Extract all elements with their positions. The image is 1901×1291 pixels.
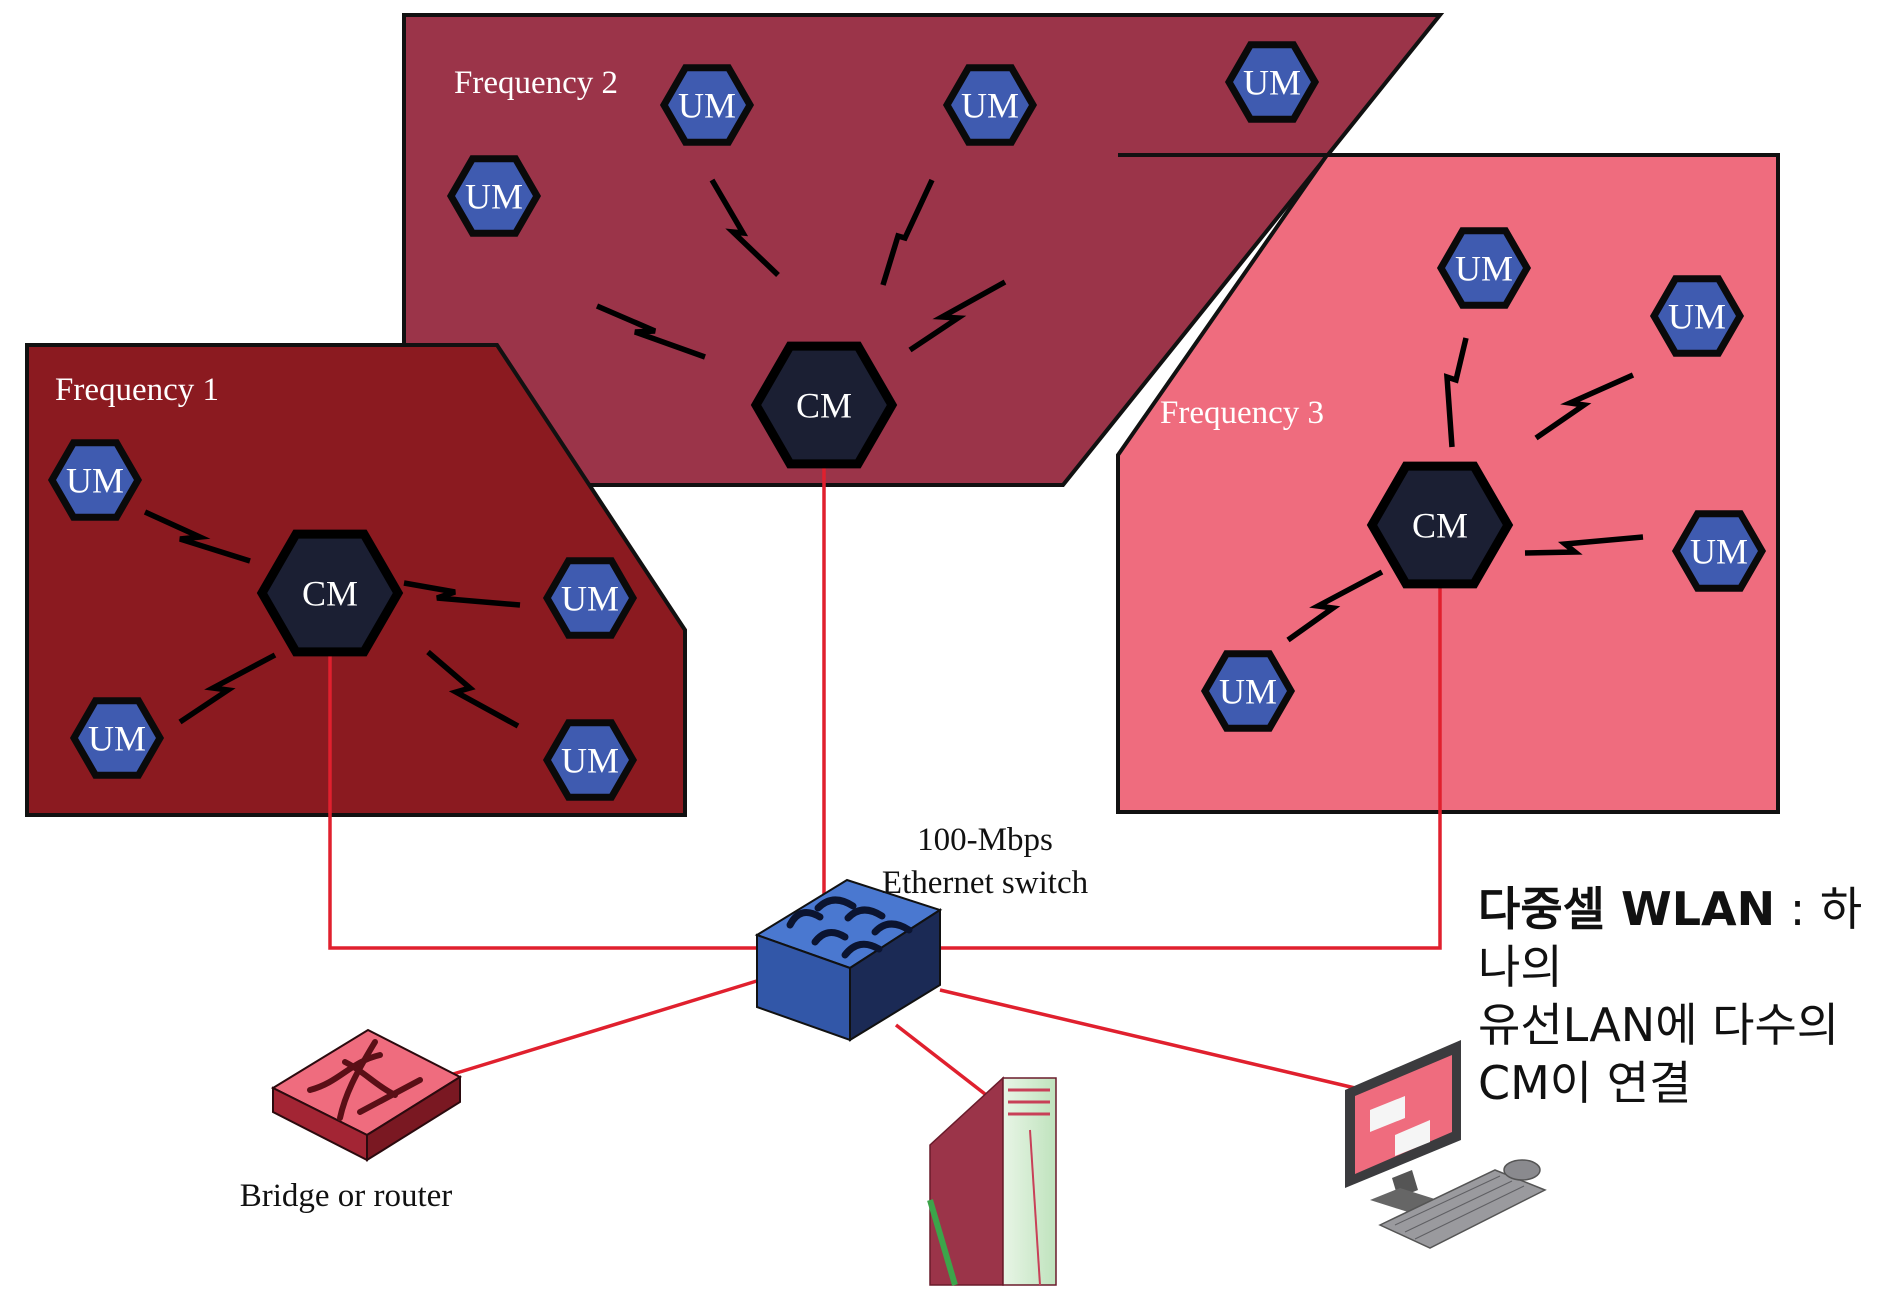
wireless-links bbox=[143, 178, 1644, 729]
um-node-label: UM bbox=[678, 86, 736, 126]
um-node-shape bbox=[942, 64, 1038, 146]
caption: 다중셀 WLAN : 하나의 유선LAN에 다수의 CM이 연결 bbox=[1478, 880, 1898, 1112]
um-node-shape bbox=[1224, 41, 1320, 123]
zone-frequency-2 bbox=[402, 13, 1445, 487]
caption-separator: : bbox=[1775, 882, 1820, 936]
link-cm3-switch bbox=[912, 585, 1442, 950]
um-node-label: UM bbox=[561, 741, 619, 781]
um-node-label: UM bbox=[1690, 532, 1748, 572]
zone-label-frequency-2: Frequency 2 bbox=[454, 65, 618, 101]
um-node-label: UM bbox=[1243, 63, 1301, 103]
wireless-link bbox=[1443, 337, 1469, 448]
um-node-label: UM bbox=[961, 86, 1019, 126]
um-node: UM bbox=[446, 155, 542, 237]
wireless-link bbox=[1524, 534, 1644, 556]
um-node-shape bbox=[446, 155, 542, 237]
um-node-shape bbox=[47, 439, 143, 521]
um-node: UM bbox=[1200, 650, 1296, 732]
um-node-label: UM bbox=[1219, 672, 1277, 712]
caption-text-1: 하나의 bbox=[1478, 882, 1863, 994]
wireless-link bbox=[178, 652, 277, 725]
um-node-shape bbox=[1671, 510, 1767, 592]
um-node: UM bbox=[47, 439, 143, 521]
cm-node-shape bbox=[750, 341, 898, 469]
um-node: UM bbox=[1649, 275, 1745, 357]
cm-node: CM bbox=[1366, 461, 1514, 589]
um-node: UM bbox=[542, 719, 638, 801]
um-node: UM bbox=[1436, 227, 1532, 309]
link-switch-router bbox=[449, 978, 761, 1077]
cm-node-label: CM bbox=[302, 574, 358, 614]
um-node: UM bbox=[1671, 510, 1767, 592]
zone-label-frequency-3: Frequency 3 bbox=[1160, 395, 1324, 431]
cm-node: CM bbox=[750, 341, 898, 469]
wireless-link bbox=[403, 580, 521, 608]
um-node-shape bbox=[69, 697, 165, 779]
um-node-label: UM bbox=[88, 719, 146, 759]
wireless-link bbox=[908, 279, 1007, 353]
link-switch-computer bbox=[939, 988, 1356, 1090]
wireless-link bbox=[426, 649, 520, 729]
um-node-label: UM bbox=[561, 579, 619, 619]
um-node-shape bbox=[1649, 275, 1745, 357]
cm-node-label: CM bbox=[796, 386, 852, 426]
um-node-label: UM bbox=[1668, 297, 1726, 337]
um-node: UM bbox=[542, 557, 638, 639]
router-label: Bridge or router bbox=[240, 1178, 453, 1214]
um-node-shape bbox=[659, 64, 755, 146]
um-node: UM bbox=[1224, 41, 1320, 123]
caption-text-3: CM이 연결 bbox=[1478, 1056, 1692, 1110]
computer-icon bbox=[1345, 1040, 1547, 1249]
switch-label-line2: Ethernet switch bbox=[882, 865, 1089, 901]
wireless-link bbox=[1286, 569, 1384, 643]
um-node-shape bbox=[1436, 227, 1532, 309]
um-node-label: UM bbox=[465, 177, 523, 217]
link-cm1-switch bbox=[328, 650, 760, 950]
um-node-label: UM bbox=[1455, 249, 1513, 289]
cm-node: CM bbox=[256, 529, 404, 657]
router-icon: Bridge or router bbox=[240, 1028, 463, 1214]
cm-node-shape bbox=[256, 529, 404, 657]
um-node-shape bbox=[542, 557, 638, 639]
um-node-shape bbox=[542, 719, 638, 801]
um-node: UM bbox=[659, 64, 755, 146]
wireless-link bbox=[1534, 372, 1635, 441]
cm-node-shape bbox=[1366, 461, 1514, 589]
um-node-shape bbox=[1200, 650, 1296, 732]
wireless-link bbox=[709, 178, 780, 277]
um-node: UM bbox=[69, 697, 165, 779]
cm-node-label: CM bbox=[1412, 506, 1468, 546]
wireless-link bbox=[595, 303, 706, 360]
wireless-link bbox=[880, 178, 935, 286]
switch-label-line1: 100-Mbps bbox=[917, 822, 1053, 858]
ethernet-switch-icon: 100-Mbps Ethernet switch bbox=[754, 822, 1089, 1042]
server-icon bbox=[927, 1076, 1057, 1286]
um-node-label: UM bbox=[66, 461, 124, 501]
wireless-link bbox=[143, 509, 251, 564]
caption-text-2: 유선LAN에 다수의 bbox=[1478, 998, 1840, 1052]
caption-bold: 다중셀 WLAN bbox=[1478, 882, 1776, 936]
um-node: UM bbox=[942, 64, 1038, 146]
zone-label-frequency-1: Frequency 1 bbox=[55, 372, 219, 408]
